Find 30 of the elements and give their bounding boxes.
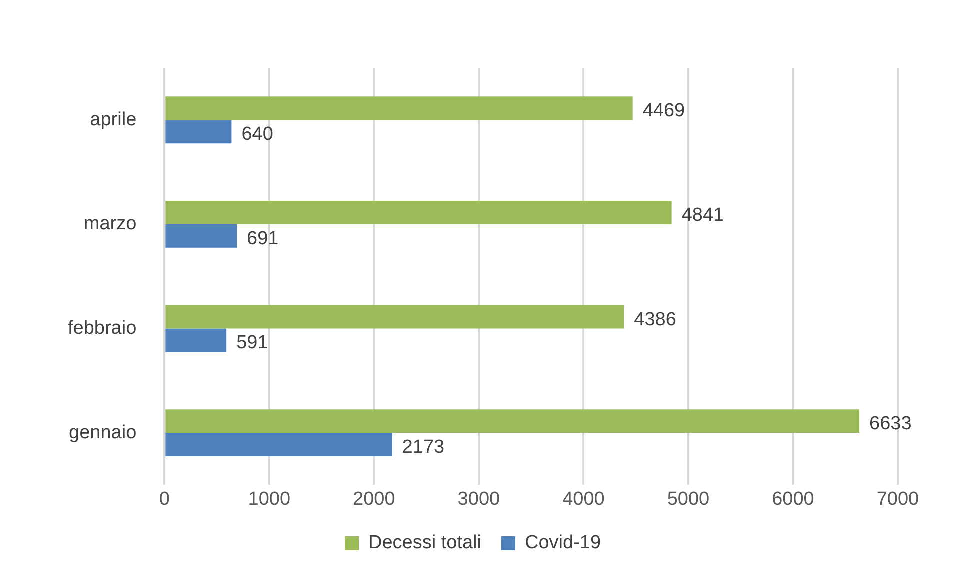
legend-label: Covid-19 xyxy=(524,532,602,554)
bar xyxy=(166,410,860,434)
legend-label: Decessi totali xyxy=(368,532,482,554)
bar xyxy=(166,120,232,144)
y-tick-label: febbraio xyxy=(68,318,137,339)
bar xyxy=(166,328,227,352)
data-label: 2173 xyxy=(402,437,445,458)
data-label: 6633 xyxy=(870,414,912,435)
data-label: 4841 xyxy=(682,204,724,226)
x-tick-label: 5000 xyxy=(667,488,710,510)
x-tick-label: 3000 xyxy=(458,488,500,510)
x-tick-label: 1000 xyxy=(248,488,291,510)
y-tick-label: aprile xyxy=(90,109,137,130)
x-tick-label: 0 xyxy=(159,488,170,510)
data-label: 4386 xyxy=(634,309,676,330)
data-label: 691 xyxy=(247,228,279,250)
bar xyxy=(166,224,238,248)
bar xyxy=(166,200,672,224)
x-tick-label: 4000 xyxy=(562,488,605,510)
x-tick-label: 7000 xyxy=(876,488,920,510)
x-tick-label: 6000 xyxy=(772,488,814,510)
bar xyxy=(166,433,392,457)
data-label: 4469 xyxy=(642,100,686,122)
data-label: 591 xyxy=(236,332,268,354)
bar xyxy=(166,305,624,329)
data-label: 640 xyxy=(242,124,274,146)
bar xyxy=(166,96,633,120)
y-tick-label: gennaio xyxy=(69,422,137,444)
y-tick-label: marzo xyxy=(84,214,137,235)
x-tick-label: 2000 xyxy=(353,488,396,510)
